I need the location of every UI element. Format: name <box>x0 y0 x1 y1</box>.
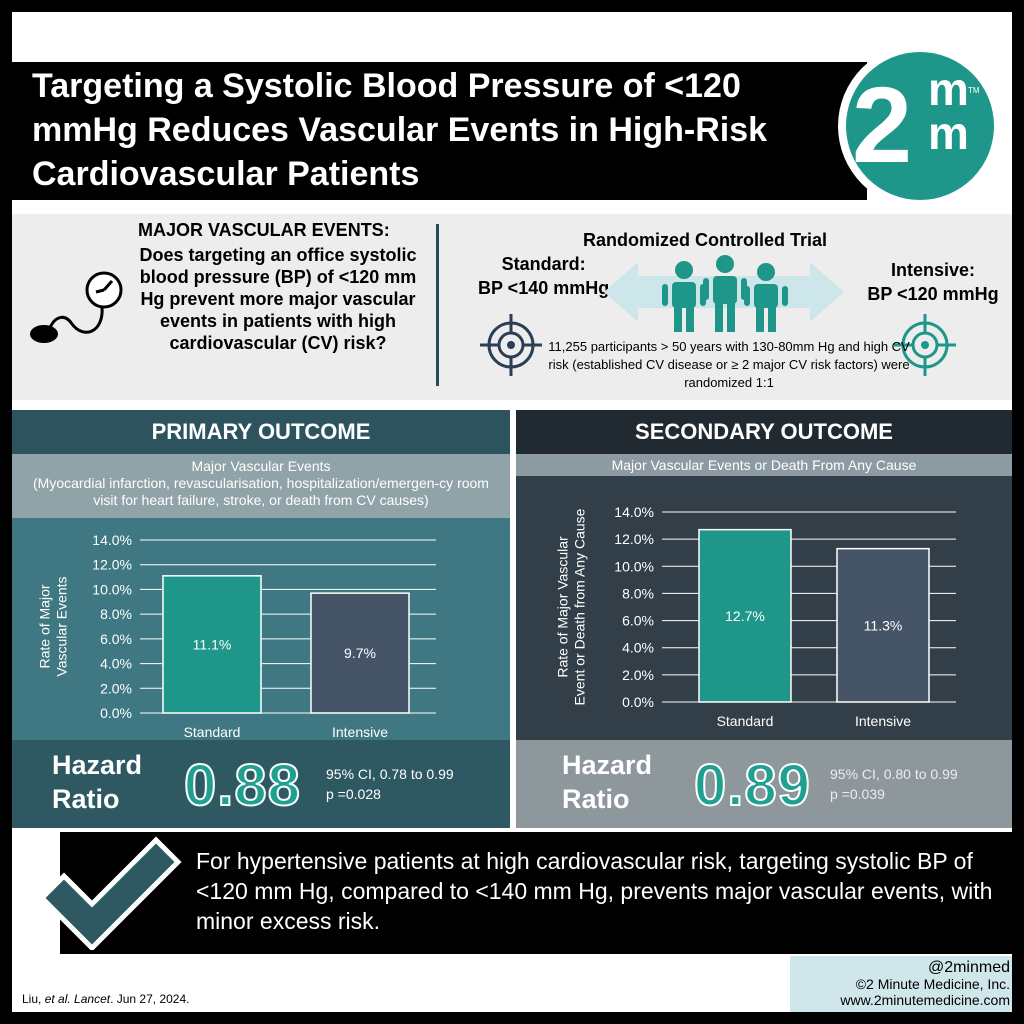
secondary-confidence-interval: 95% CI, 0.80 to 0.99 p =0.039 <box>830 764 958 804</box>
standard-arm-label: Standard: BP <140 mmHg <box>478 252 609 300</box>
primary-chart-panel: 0.0% 2.0% 4.0% 6.0% 8.0% 10.0% 12.0% 14.0% 11.1%… <box>12 518 510 740</box>
primary-outcome-subheader: Major Vascular Events (Myocardial infarc… <box>12 454 510 518</box>
logo-trademark: TM <box>968 86 980 95</box>
data-label: 9.7% <box>344 645 376 661</box>
rct-title: Randomized Controlled Trial <box>583 230 828 250</box>
data-label: 11.1% <box>193 636 232 652</box>
y-tick-label: 4.0% <box>100 656 132 672</box>
x-tick-label: Standard <box>717 713 774 729</box>
intensive-target-icon <box>894 314 956 376</box>
bar <box>162 575 262 714</box>
logo-m-bottom: m <box>928 107 969 159</box>
primary-confidence-interval: 95% CI, 0.78 to 0.99 p =0.028 <box>326 764 454 804</box>
reference-etal: et al. <box>44 992 71 1006</box>
secondary-hazard-ratio-value: 0.89 <box>693 752 811 819</box>
citation-box <box>790 956 1012 1012</box>
primary-outcome-subtitle: Major Vascular Events <box>191 458 331 474</box>
y-tick-label: 14.0% <box>614 504 654 520</box>
y-axis-label-line: Event or Death from Any Cause <box>572 508 588 705</box>
primary-outcome-definition: (Myocardial infarction, revascularisatio… <box>33 475 489 508</box>
standard-target-icon <box>480 314 542 376</box>
title-bar <box>12 62 867 200</box>
x-tick-label: Intensive <box>332 724 388 740</box>
primary-hazard-ratio-value: 0.88 <box>183 752 301 819</box>
citation: @2minmed ©2 Minute Medicine, Inc. www.2m… <box>800 959 1010 1009</box>
standard-arm-name: Standard: <box>501 254 586 274</box>
logo-m-top: m <box>928 63 969 115</box>
reference-authors: Liu, <box>22 992 45 1006</box>
conclusion-text: For hypertensive patients at high cardio… <box>196 848 993 934</box>
primary-outcome-header: PRIMARY OUTCOME <box>12 410 510 454</box>
y-tick-label: 12.0% <box>92 557 132 573</box>
secondary-outcome-chart: 0.0% 2.0% 4.0% 6.0% 8.0% 10.0% 12.0% 14.0% 12.7%… <box>555 504 956 729</box>
y-axis-label: Rate of Major Vascular Events <box>37 576 70 676</box>
secondary-outcome-subheader: Major Vascular Events or Death From Any … <box>516 454 1012 476</box>
standard-arm-target: BP <140 mmHg <box>478 278 610 298</box>
y-tick-label: 4.0% <box>622 640 654 656</box>
y-tick-label: 10.0% <box>92 581 132 597</box>
question-text: Does targeting an office systolic blood … <box>139 245 417 353</box>
secondary-outcome-title: SECONDARY OUTCOME <box>635 419 893 444</box>
page-title: Targeting a Systolic Blood Pressure of <… <box>32 67 768 193</box>
y-tick-label: 8.0% <box>622 585 654 601</box>
y-tick-label: 6.0% <box>100 631 132 647</box>
section-divider <box>436 224 439 386</box>
blood-pressure-gauge-icon <box>30 271 123 343</box>
conclusion-bar <box>60 832 1014 954</box>
participants-description: 11,255 participants > 50 years with 130-… <box>548 339 910 390</box>
twitter-handle: @2minmed <box>927 959 1010 976</box>
y-tick-label: 2.0% <box>100 680 132 696</box>
intensive-arm-label: Intensive: BP <120 mmHg <box>848 258 1018 306</box>
y-axis-label-line: Rate of Major <box>37 584 53 668</box>
y-tick-label: 8.0% <box>100 606 132 622</box>
bar <box>310 592 410 714</box>
brand-logo-disc <box>846 52 994 200</box>
y-axis-label: Rate of Major Vascular Event or Death fro… <box>555 508 588 705</box>
secondary-chart-panel: 0.0% 2.0% 4.0% 6.0% 8.0% 10.0% 12.0% 14.0% 12.7%… <box>516 476 1012 740</box>
reference: Liu, et al. Lancet. Jun 27, 2024. <box>22 992 189 1006</box>
participants-icon <box>662 255 788 332</box>
y-tick-label: 10.0% <box>614 558 654 574</box>
primary-outcome-title: PRIMARY OUTCOME <box>151 419 371 444</box>
secondary-hazard-ratio-panel: Hazard Ratio 0.89 95% CI, 0.80 to 0.99 p… <box>516 740 1012 828</box>
y-tick-label: 0.0% <box>100 705 132 721</box>
primary-ci-text: 95% CI, 0.78 to 0.99 <box>326 766 454 782</box>
primary-p-value: p =0.028 <box>326 786 381 802</box>
checkmark-icon <box>38 836 182 950</box>
y-tick-label: 6.0% <box>622 613 654 629</box>
bar <box>836 547 930 703</box>
reference-journal: Lancet <box>74 992 111 1006</box>
y-tick-label: 2.0% <box>622 667 654 683</box>
secondary-p-value: p =0.039 <box>830 786 885 802</box>
question-heading: MAJOR VASCULAR EVENTS: <box>138 220 390 240</box>
y-axis-label-line: Vascular Events <box>54 576 70 676</box>
primary-hazard-ratio-panel: Hazard Ratio 0.88 95% CI, 0.78 to 0.99 p… <box>12 740 510 828</box>
intensive-arm-target: BP <120 mmHg <box>867 284 999 304</box>
x-tick-label: Standard <box>184 724 241 740</box>
secondary-outcome-subtitle: Major Vascular Events or Death From Any … <box>611 457 917 473</box>
x-tick-label: Intensive <box>855 713 911 729</box>
bar <box>698 528 792 703</box>
secondary-ci-text: 95% CI, 0.80 to 0.99 <box>830 766 958 782</box>
primary-outcome-chart: 0.0% 2.0% 4.0% 6.0% 8.0% 10.0% 12.0% 14.0% 11.1%… <box>37 532 436 740</box>
intensive-arm-name: Intensive: <box>890 260 976 280</box>
y-tick-label: 0.0% <box>622 694 654 710</box>
secondary-hazard-ratio-label: Hazard Ratio <box>562 750 653 814</box>
y-tick-label: 14.0% <box>92 532 132 548</box>
y-tick-label: 12.0% <box>614 531 654 547</box>
reference-date: . Jun 27, 2024. <box>110 992 190 1006</box>
data-label: 11.3% <box>864 617 903 633</box>
copyright: ©2 Minute Medicine, Inc. <box>855 976 1010 992</box>
logo-two: 2 <box>852 64 913 185</box>
primary-hazard-ratio-label: Hazard Ratio <box>52 750 143 814</box>
data-label: 12.7% <box>725 608 765 624</box>
y-axis-label-line: Rate of Major Vascular <box>555 536 571 678</box>
website-url: www.2minutemedicine.com <box>840 992 1010 1008</box>
secondary-outcome-header: SECONDARY OUTCOME <box>516 410 1012 454</box>
